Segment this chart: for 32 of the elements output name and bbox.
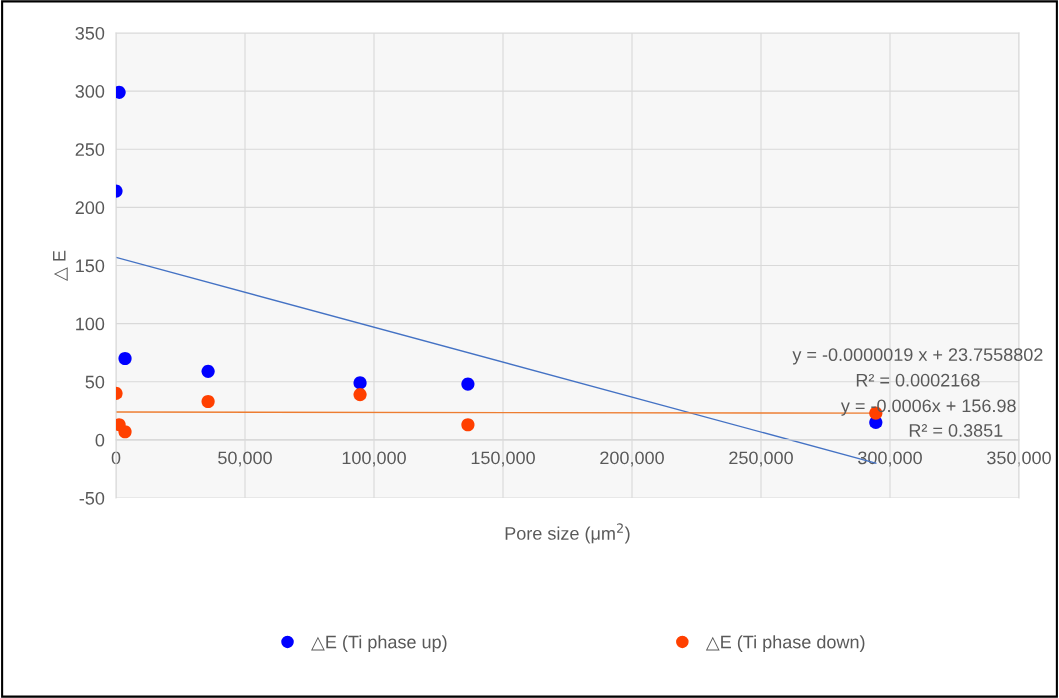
point	[353, 376, 367, 390]
legend-label: △E (Ti phase down)	[705, 635, 865, 652]
point	[353, 387, 367, 402]
annotation: y = -0.0000019 x + 23.7558802	[792, 348, 1043, 365]
x-axis-title: Pore size (μm$^{2}$)	[505, 523, 630, 544]
x-tick-label: 200,000	[600, 451, 664, 467]
point	[201, 364, 215, 378]
y-tick-label: 150	[76, 259, 105, 273]
y-axis-title: △ E	[53, 250, 68, 281]
y-tick-label: 250	[75, 143, 105, 156]
y-tick-label: 200	[75, 201, 105, 215]
y-tick-label: 100	[76, 317, 105, 331]
point	[118, 425, 132, 439]
y-tick-label: 50	[85, 375, 105, 389]
y-tick-label: 350	[75, 26, 105, 40]
x-tick-label: 0	[111, 451, 121, 465]
annotation: R² = 0.3851	[909, 424, 1003, 437]
x-tick-label: 100,000	[342, 451, 406, 467]
y-tick-label: -50	[79, 491, 105, 505]
x-tick-label: 50,000	[218, 451, 272, 467]
x-tick-label: 300,000	[858, 451, 922, 467]
x-tick-label: 150,000	[471, 451, 535, 467]
x-tick-label: 350,000	[987, 451, 1051, 467]
y-tick-label: 0	[95, 433, 105, 447]
x-tick-label: 250,000	[729, 451, 793, 467]
annotation: R² = 0.0002168	[856, 373, 980, 387]
legend-label: △E (Ti phase up)	[311, 635, 447, 652]
point	[201, 394, 215, 409]
point	[461, 418, 475, 432]
point	[118, 351, 132, 366]
point	[461, 377, 475, 391]
y-tick-label: 300	[75, 85, 105, 98]
